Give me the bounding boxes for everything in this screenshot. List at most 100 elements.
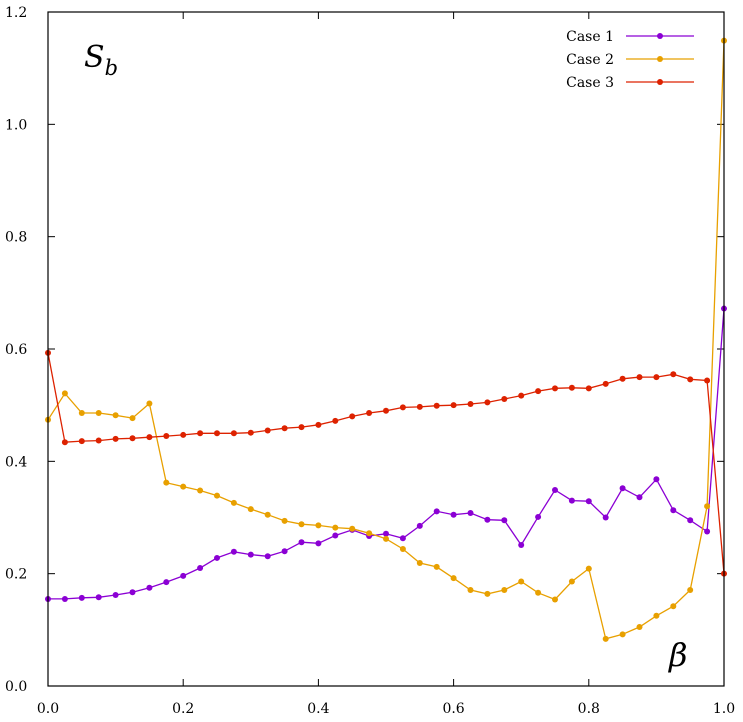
data-point [214, 430, 220, 437]
legend-label: Case 3 [566, 75, 614, 91]
data-point [112, 592, 119, 599]
data-point [552, 385, 558, 392]
x-tick-label: 0.8 [578, 701, 600, 717]
data-point [501, 395, 508, 402]
data-point [349, 525, 356, 532]
data-point [180, 431, 187, 438]
y-tick-label: 0.6 [5, 342, 27, 358]
x-tick-label: 0.6 [442, 701, 464, 717]
data-point [146, 400, 153, 407]
y-tick-label: 0.8 [5, 230, 27, 246]
data-point [264, 553, 271, 560]
data-point [602, 514, 609, 521]
plot-area: 0.0 0.2 0.4 0.6 0.8 1.0 0.0 0.2 0.4 0.6 0.8 1.0 1.2 C… [5, 5, 735, 717]
data-point [653, 476, 660, 483]
data-point [687, 376, 694, 383]
data-point [670, 603, 677, 610]
data-point [535, 589, 542, 596]
data-point [399, 545, 406, 552]
data-point [78, 438, 85, 445]
data-point [332, 417, 339, 424]
data-point [568, 497, 575, 504]
data-point [146, 584, 153, 591]
x-tick-label: 0.0 [37, 701, 59, 717]
data-point [315, 421, 322, 428]
data-point [501, 517, 508, 524]
data-point [704, 528, 711, 535]
data-point [112, 412, 119, 419]
data-point [552, 596, 558, 603]
data-point [399, 404, 406, 411]
y-tick-label: 0.4 [5, 454, 27, 470]
data-point [653, 374, 660, 381]
data-point [670, 371, 677, 378]
data-point [383, 530, 389, 537]
data-point [450, 402, 457, 409]
data-point [636, 374, 643, 381]
sb-annotation-sub: b [105, 56, 118, 80]
data-point [467, 401, 474, 408]
data-point [264, 511, 271, 518]
data-point [535, 388, 542, 395]
data-point [61, 439, 68, 446]
data-point [332, 524, 339, 531]
data-point [264, 427, 271, 434]
data-point [281, 425, 288, 432]
data-point [95, 437, 102, 444]
data-point [383, 407, 389, 414]
data-point [416, 522, 423, 529]
data-point [619, 485, 626, 492]
data-point [619, 631, 626, 638]
data-point [78, 410, 85, 417]
sb-annotation: Sb [84, 40, 118, 80]
data-point [467, 586, 474, 593]
data-point [619, 375, 626, 382]
data-point [349, 413, 356, 420]
legend-label: Case 2 [566, 52, 614, 68]
y-tick-label: 1.0 [5, 117, 27, 133]
data-point [467, 510, 474, 517]
legend-marker [657, 56, 663, 62]
data-point [433, 563, 440, 570]
data-point [433, 402, 440, 409]
data-point [687, 517, 694, 524]
data-point [197, 430, 204, 437]
data-point [585, 565, 592, 572]
data-point [315, 540, 322, 547]
data-point [687, 586, 694, 593]
data-point [95, 410, 102, 417]
data-point [180, 572, 187, 579]
x-tick-label: 0.4 [307, 701, 329, 717]
data-point [653, 612, 660, 619]
data-point [366, 410, 373, 417]
data-point [332, 532, 339, 539]
data-point [129, 415, 136, 422]
data-point [298, 539, 305, 546]
data-point [214, 554, 220, 561]
legend: Case 1 Case 2 Case 3 [566, 29, 694, 91]
data-point [95, 594, 102, 601]
data-point [636, 624, 643, 631]
data-point [180, 483, 187, 490]
data-point [501, 586, 508, 593]
data-point [602, 635, 609, 642]
data-point [281, 517, 288, 524]
data-point [61, 595, 68, 602]
data-point [585, 498, 592, 505]
data-point [399, 535, 406, 542]
data-point [315, 522, 322, 529]
series-2 [45, 37, 727, 642]
legend-marker [657, 33, 663, 39]
data-point [433, 508, 440, 515]
data-point [197, 565, 204, 572]
data-point [484, 590, 491, 597]
data-point [704, 377, 711, 384]
data-point [518, 392, 525, 399]
x-tick-label: 1.0 [713, 701, 735, 717]
legend-marker [657, 79, 663, 85]
data-point [568, 578, 575, 585]
data-point [247, 506, 254, 513]
data-point [163, 433, 170, 440]
data-point [416, 559, 423, 566]
